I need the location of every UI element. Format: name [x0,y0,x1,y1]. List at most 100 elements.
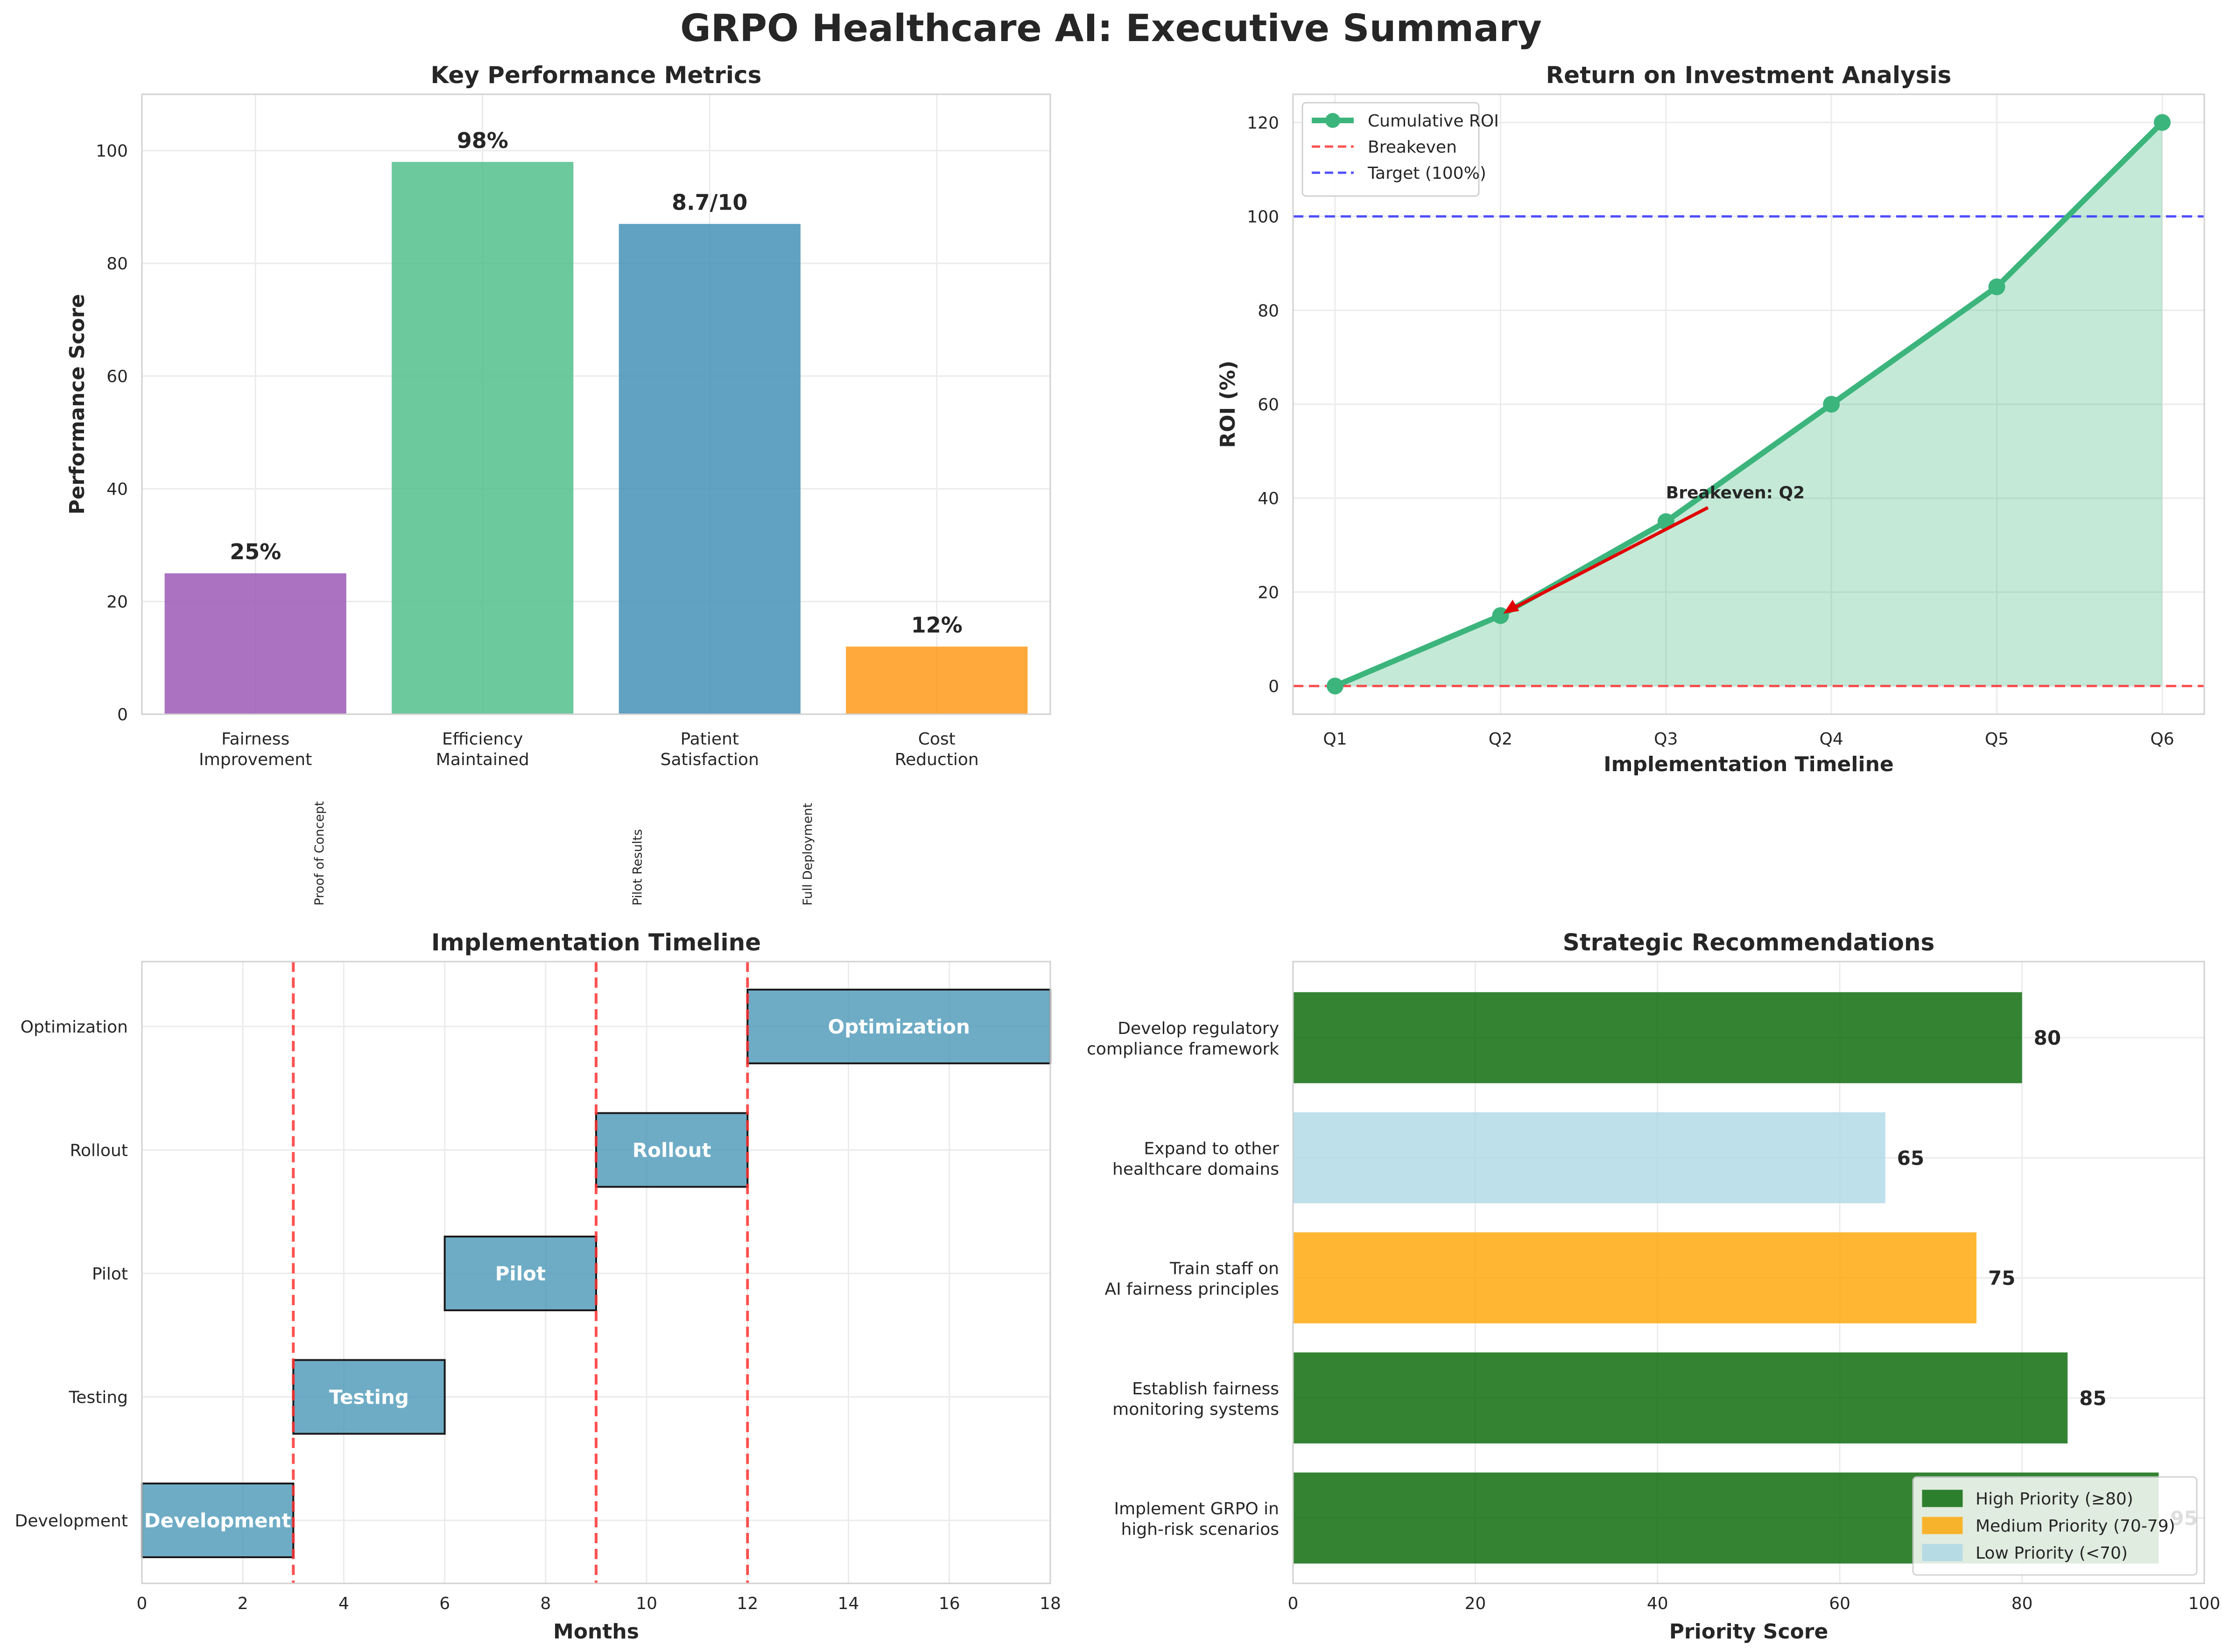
bar-value-label: 25% [230,539,281,564]
legend-label: Target (100%) [1367,164,1486,183]
gantt-bar-optimization [746,989,1052,1064]
y-axis-label: Performance Score [65,294,89,515]
gantt-bar-label: Testing [329,1386,409,1409]
x-tick-label: 4 [338,1594,349,1613]
plot-frame [141,93,1051,715]
plot-frame [1292,93,2205,715]
legend-swatch [1922,1517,1963,1534]
y-tick-label: Develop regulatory compliance framework [1087,1019,1279,1059]
legend-swatch [1922,1544,1963,1561]
bar-cost-reduction [846,647,1028,714]
x-tick-label: Q2 [1489,730,1512,749]
x-tick-label: 40 [1647,1594,1668,1613]
x-tick-label: 80 [2011,1594,2033,1613]
figure-title: GRPO Healthcare AI: Executive Summary [680,7,1542,50]
annotation-arrow [1512,506,1709,610]
roi-area-fill [1335,122,2162,686]
x-tick-label: Efficiency Maintained [436,730,529,769]
y-tick-label: Testing [68,1388,128,1407]
x-axis-label: Implementation Timeline [1603,752,1893,776]
x-tick-label: 60 [1829,1594,1850,1613]
y-tick-label: Expand to other healthcare domains [1112,1139,1279,1179]
y-tick-label: 40 [106,480,128,499]
x-tick-label: Fairness Improvement [199,730,312,769]
hbar-value-label: 75 [1988,1267,2015,1290]
legend-marker [1325,113,1340,128]
bar-fairness-improvement [164,573,346,714]
bar-value-label: 98% [457,128,508,153]
annotation-text: Breakeven: Q2 [1666,483,1805,502]
chart-title: Return on Investment Analysis [1546,62,1952,89]
y-tick-label: 120 [1247,113,1279,133]
y-tick-label: Optimization [21,1018,128,1037]
bar-efficiency-maintained [392,162,574,714]
bar-value-label: 12% [911,612,963,638]
gantt-bar-label: Development [144,1509,291,1532]
x-tick-label: Q4 [1820,730,1843,749]
plot-frame [141,961,1051,1584]
y-tick-label: 100 [1247,208,1279,227]
roi-series-line [1334,120,2165,689]
y-tick-label: Development [15,1511,128,1531]
y-tick-label: Train staff on AI fairness principles [1104,1259,1279,1299]
hbar-establish-fairness-monitoring-systems [1293,1352,2068,1444]
chart-title: Strategic Recommendations [1563,929,1934,956]
milestone-annotation: Full Deployment [801,803,815,906]
gantt-bar-label: Pilot [495,1262,546,1285]
y-tick-label: 20 [1258,583,1279,602]
x-tick-label: 18 [1040,1594,1061,1613]
legend-label: High Priority (≥80) [1976,1490,2133,1509]
x-tick-label: 14 [838,1594,859,1613]
x-tick-label: Q3 [1654,730,1678,749]
roi-point-q6 [2154,114,2171,131]
chart-title: Key Performance Metrics [431,62,762,89]
y-tick-label: 60 [106,367,128,387]
performance-metrics-chart: 0 20 40 60 80 100 25% Fairness Improvement 98% Eff… [65,62,1051,906]
legend-label: Low Priority (<70) [1976,1544,2128,1563]
legend-swatch [1922,1490,1963,1507]
y-tick-label: 80 [1258,302,1279,321]
x-tick-label: 0 [1288,1594,1299,1613]
gantt-bar-rollout [595,1112,749,1188]
bar-patient-satisfaction [619,224,801,714]
annotation-arrowhead [1503,599,1519,614]
timeline-chart: 0 2 4 6 8 10 12 14 16 18 Development Testing Pilot Ro… [15,929,1061,1644]
x-tick-label: 6 [439,1594,450,1613]
y-tick-label: Implement GRPO in high-risk scenarios [1114,1499,1280,1539]
roi-point-q2 [1492,607,1509,624]
x-tick-label: 20 [1464,1594,1486,1613]
y-tick-label: 80 [106,254,128,274]
x-tick-label: 2 [238,1594,248,1613]
y-tick-label: Rollout [70,1141,128,1160]
legend-label: Medium Priority (70-79) [1976,1517,2175,1536]
bar-value-label: 8.7/10 [672,190,747,215]
gantt-bar-label: Optimization [828,1015,970,1038]
y-tick-label: 0 [117,705,128,724]
priority-legend: High Priority (≥80) Medium Priority (70-7… [1912,1476,2198,1576]
x-tick-label: Q5 [1985,730,2009,749]
y-tick-label: Pilot [92,1265,128,1284]
roi-legend: Cumulative ROI Breakeven Target (100%) [1301,102,1499,197]
hbar-expand-to-other-healthcare-domains [1293,1112,1885,1203]
hbar-value-label: 65 [1897,1146,1924,1169]
legend-label: Breakeven [1368,138,1457,157]
x-tick-label: Q1 [1323,730,1347,749]
x-tick-label: 8 [540,1594,551,1613]
roi-point-q4 [1823,396,1840,413]
y-tick-label: 0 [1268,677,1279,696]
x-axis-label: Months [553,1620,639,1644]
y-tick-label: Establish fairness monitoring systems [1112,1379,1279,1419]
hbar-train-staff-on-ai-fairness-principles [1293,1232,1976,1323]
roi-point-q5 [1988,278,2005,295]
x-tick-label: 16 [939,1594,960,1613]
recommendations-chart: 0 20 40 60 80 100 Implement GRPO in high-risk s… [1087,929,2220,1644]
roi-point-q1 [1327,677,1343,695]
x-tick-label: Patient Satisfaction [661,730,759,769]
x-tick-label: 10 [636,1594,657,1613]
y-tick-label: 20 [106,593,128,612]
y-tick-label: 100 [96,142,128,161]
plot-frame [1292,961,2205,1584]
x-tick-label: Cost Reduction [895,730,979,769]
milestone-annotation: Proof of Concept [312,801,327,906]
